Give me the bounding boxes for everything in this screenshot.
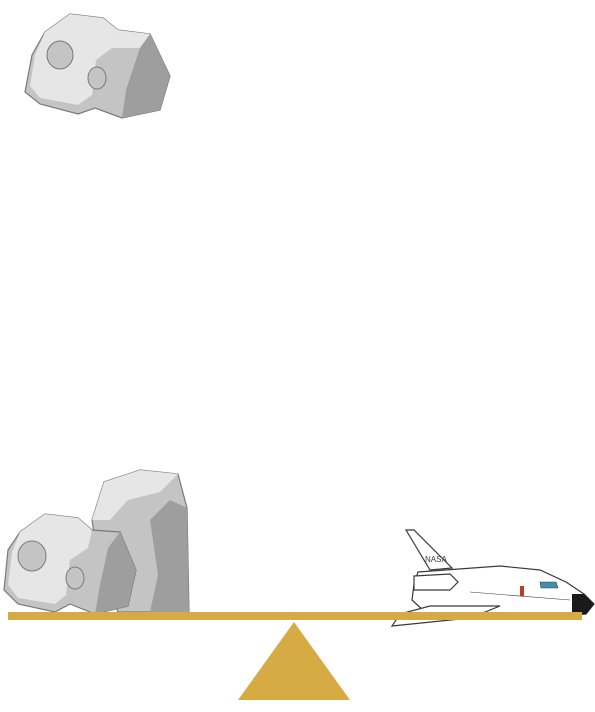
space-shuttle-icon: NASA xyxy=(390,529,595,627)
shuttle-label: NASA xyxy=(425,555,447,564)
fulcrum-triangle xyxy=(238,622,350,700)
front-rock-icon xyxy=(3,513,137,615)
floating-rock-icon xyxy=(24,13,171,119)
balance-beam xyxy=(8,612,582,620)
